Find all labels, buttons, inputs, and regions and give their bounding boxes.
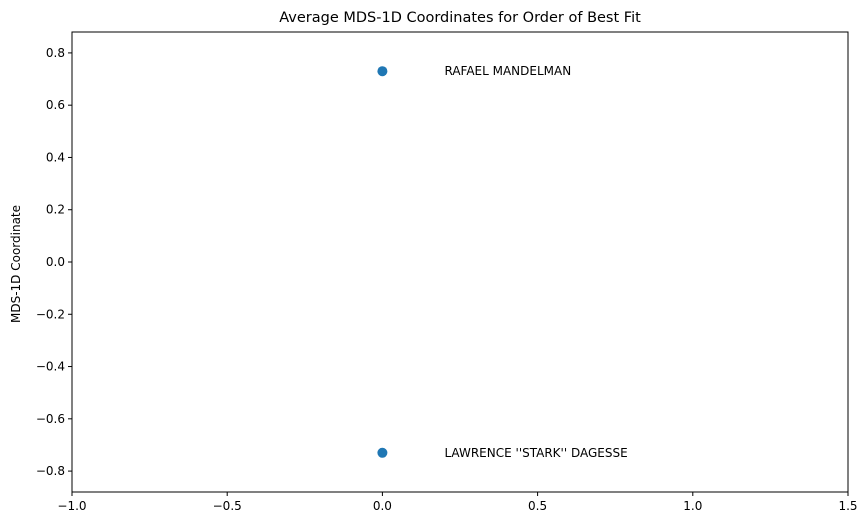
data-point bbox=[377, 447, 388, 458]
y-tick-label: −0.2 bbox=[36, 307, 65, 321]
x-tick-label: 1.0 bbox=[683, 499, 702, 513]
data-label: LAWRENCE ''STARK'' DAGESSE bbox=[444, 446, 627, 460]
x-tick-label: 1.5 bbox=[838, 499, 857, 513]
x-tick-label: 0.5 bbox=[528, 499, 547, 513]
plot-frame bbox=[71, 31, 849, 493]
x-tick-label: −1.0 bbox=[57, 499, 86, 513]
y-tick-label: 0.4 bbox=[46, 150, 65, 164]
data-point bbox=[377, 66, 388, 77]
y-tick-label: −0.8 bbox=[36, 464, 65, 478]
data-label: RAFAEL MANDELMAN bbox=[444, 64, 571, 78]
y-tick-label: −0.4 bbox=[36, 360, 65, 374]
y-tick-label: −0.6 bbox=[36, 412, 65, 426]
y-tick-label: 0.6 bbox=[46, 98, 65, 112]
y-tick-label: 0.2 bbox=[46, 203, 65, 217]
y-tick-label: 0.0 bbox=[46, 255, 65, 269]
chart-title: Average MDS-1D Coordinates for Order of … bbox=[279, 10, 641, 26]
y-tick-label: 0.8 bbox=[46, 46, 65, 60]
x-tick-label: 0.0 bbox=[373, 499, 392, 513]
x-tick-label: −0.5 bbox=[213, 499, 242, 513]
plot-area: −1.0 −0.5 0.0 0.5 1.0 1.5 0.8 0.6 0.4 0.2 0.0 −0.2 −… bbox=[36, 31, 858, 513]
y-axis-title: MDS-1D Coordinate bbox=[9, 205, 23, 323]
